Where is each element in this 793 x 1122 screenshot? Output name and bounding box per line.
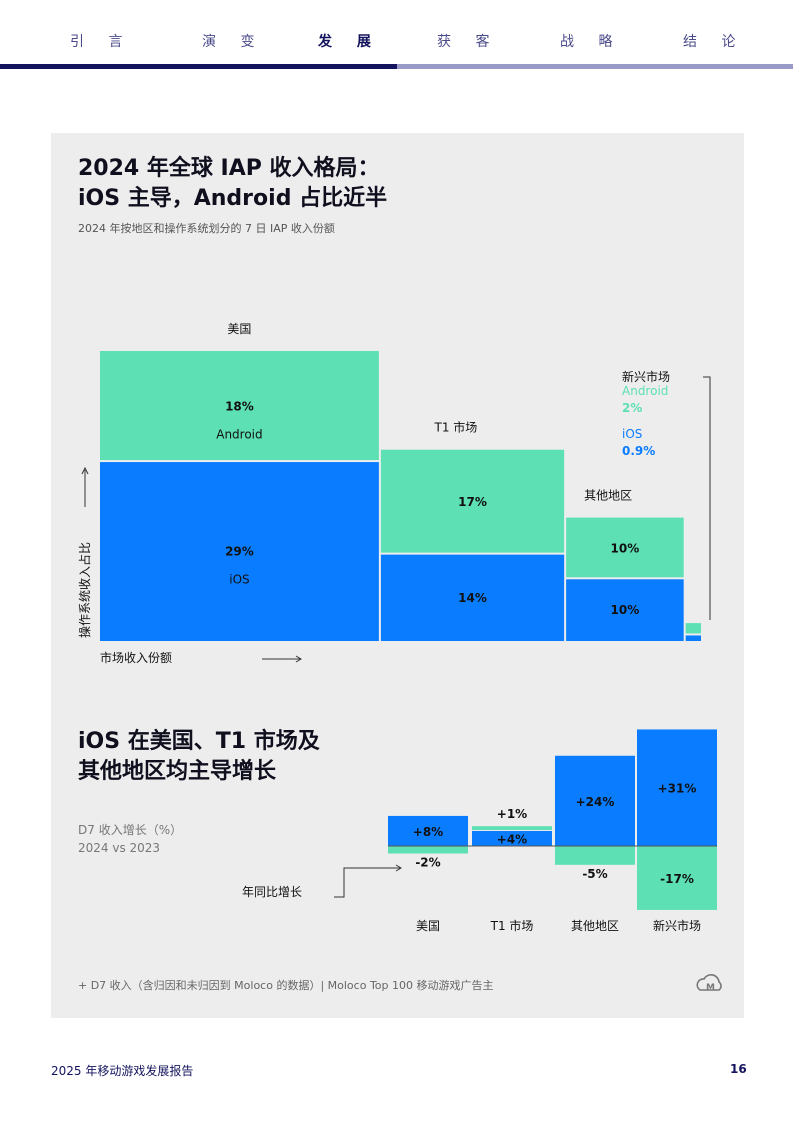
mosaic-ios-value-1: 14% [458, 591, 487, 605]
mosaic-android-1 [380, 449, 565, 553]
mosaic-em-ios-value: 0.9% [622, 444, 655, 458]
nav-item-intro[interactable]: 引 言 [70, 34, 133, 50]
mosaic-ios-1 [380, 554, 565, 641]
mosaic-em-android-name: Android [622, 384, 668, 398]
mosaic-ios-3 [685, 635, 701, 641]
growth-android-bar-2 [555, 846, 635, 865]
growth-ios-bar-2 [555, 755, 635, 846]
growth-android-bar-1 [472, 826, 552, 830]
nav-progress-remaining [397, 64, 793, 69]
mosaic-region-label-2: 其他地区 [584, 489, 632, 503]
chart2-title: iOS 在美国、T1 市场及 其他地区均主导增长 [78, 729, 320, 784]
mosaic-android-value-0: 18% [225, 400, 254, 414]
mosaic-android-value-1: 17% [458, 495, 487, 509]
yoy-label: 年同比增长 [242, 885, 302, 899]
growth-ios-bar-1 [472, 830, 552, 846]
mosaic-android-value-2: 10% [611, 541, 640, 555]
nav-progress-filled [0, 64, 397, 69]
growth-category-label-1: T1 市场 [490, 918, 534, 933]
growth-android-bar-3 [637, 846, 717, 910]
mosaic-ios-2 [566, 579, 684, 641]
nav-item-acquisition[interactable]: 获 客 [437, 34, 500, 50]
growth-ios-label-2: +24% [576, 795, 615, 809]
mosaic-ios-0 [100, 462, 379, 641]
growth-android-bar-0 [388, 846, 468, 854]
mosaic-region-label-3: 新兴市场 [622, 369, 670, 384]
y-axis-arrowhead [81, 466, 89, 475]
growth-ios-label-3: +31% [658, 782, 697, 796]
growth-ios-bar-0 [388, 815, 468, 846]
chart1-title: 2024 年全球 IAP 收入格局： iOS 主导，Android 占比近半 [78, 156, 388, 211]
growth-category-label-2: 其他地区 [571, 919, 619, 933]
report-title: 2025 年移动游戏发展报告 [51, 1064, 194, 1078]
growth-ios-label-0: +8% [413, 825, 443, 839]
nav-item-strategy[interactable]: 战 略 [560, 34, 623, 50]
mosaic-android-0 [100, 351, 379, 461]
mosaic-region-label-0: 美国 [227, 322, 251, 336]
nav-item-development[interactable]: 发 展 [318, 34, 381, 50]
x-axis-label: 市场收入份额 [100, 650, 172, 665]
growth-android-label-1: +1% [497, 807, 527, 821]
mosaic-ios-series-label: iOS [229, 573, 249, 587]
mosaic-em-android-value: 2% [622, 401, 642, 415]
mosaic-em-ios-name: iOS [622, 427, 642, 441]
x-axis-arrowhead [295, 655, 302, 663]
chart2-comparison-label: 2024 vs 2023 [78, 841, 161, 855]
growth-ios-bar-3 [637, 729, 717, 846]
mosaic-em-bracket [703, 376, 711, 620]
growth-android-label-2: -5% [582, 867, 607, 881]
page-number: 16 [730, 1062, 747, 1076]
growth-android-label-0: -2% [415, 856, 440, 870]
growth-android-label-3: -17% [660, 872, 694, 886]
mosaic-android-series-label: Android [216, 428, 262, 442]
chart2-metric-label: D7 收入增长（%） [78, 823, 183, 837]
top-navigation: 引 言 演 变 发 展 获 客 战 略 结 论 [0, 0, 793, 70]
yoy-arrowhead [395, 864, 402, 872]
growth-category-label-0: 美国 [416, 919, 440, 933]
mosaic-region-label-1: T1 市场 [433, 420, 477, 435]
footnote: + D7 收入（含归因和未归因到 Moloco 的数据）| Moloco Top… [78, 979, 494, 992]
chart1-subtitle: 2024 年按地区和操作系统划分的 7 日 IAP 收入份额 [78, 222, 335, 235]
nav-item-evolution[interactable]: 演 变 [202, 34, 265, 50]
mosaic-android-2 [566, 517, 684, 578]
mosaic-android-3 [685, 623, 701, 634]
nav-item-conclusion[interactable]: 结 论 [683, 34, 746, 50]
y-axis-label: 操作系统收入占比 [77, 542, 92, 638]
growth-category-label-3: 新兴市场 [653, 918, 701, 933]
mosaic-ios-value-0: 29% [225, 545, 254, 559]
yoy-arrow [334, 867, 400, 898]
growth-ios-label-1: +4% [497, 832, 527, 846]
mosaic-ios-value-2: 10% [611, 603, 640, 617]
